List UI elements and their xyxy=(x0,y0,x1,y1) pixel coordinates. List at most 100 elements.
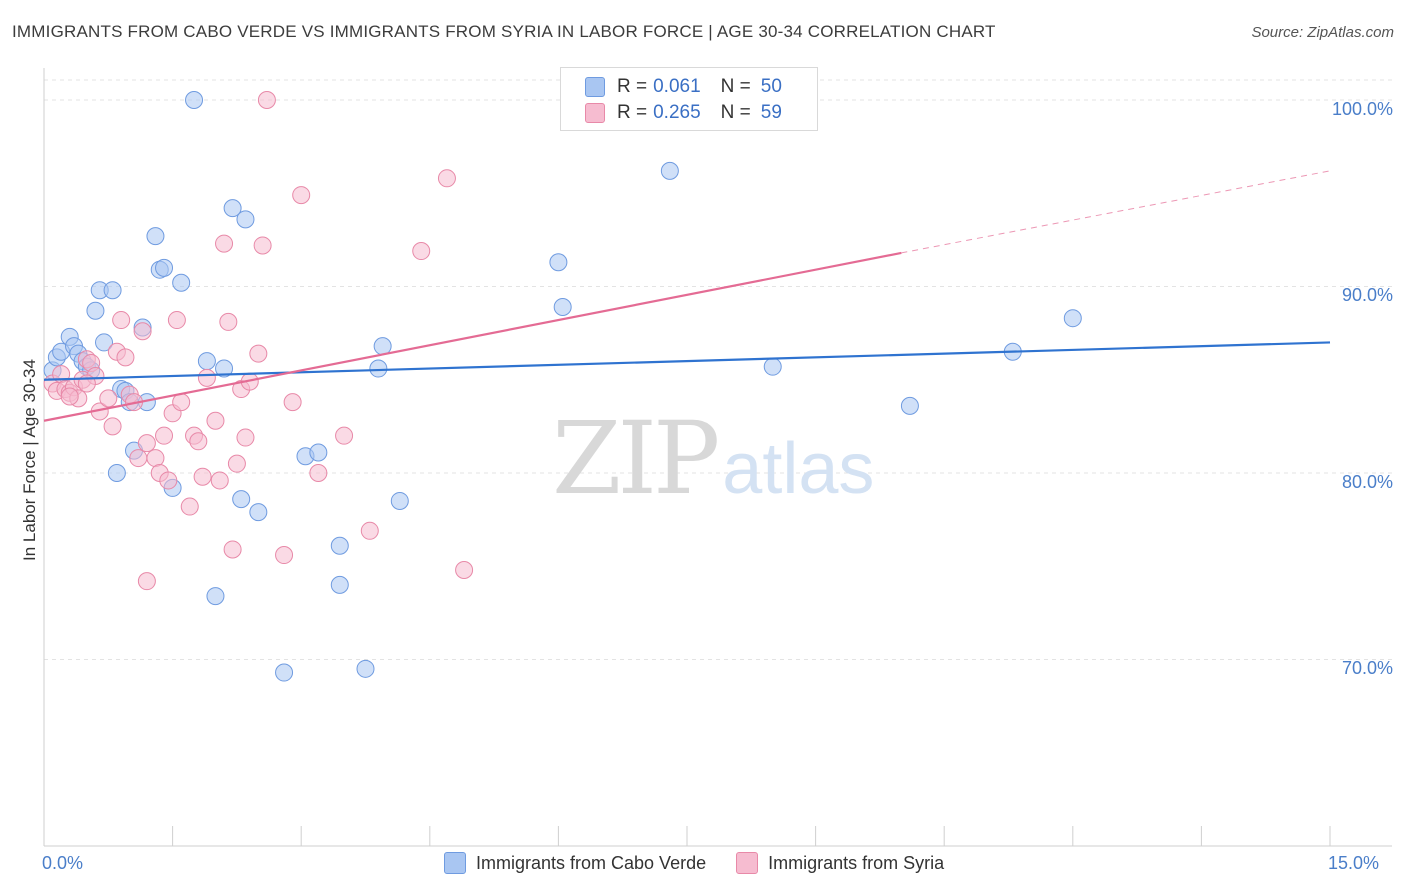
point-cabo-verde xyxy=(107,463,126,482)
point-syria xyxy=(146,449,165,468)
legend-r-label: R = xyxy=(617,76,648,97)
point-cabo-verde xyxy=(215,359,234,378)
point-cabo-verde xyxy=(900,396,919,415)
point-syria xyxy=(309,463,328,482)
point-syria xyxy=(193,467,212,486)
trend-line-syria-extension xyxy=(901,170,1331,254)
legend-n-value: 50 xyxy=(760,76,782,97)
point-syria xyxy=(253,236,272,255)
point-cabo-verde xyxy=(309,443,328,462)
point-syria xyxy=(189,432,208,451)
legend-row-cabo-verde: R = 0.061 N = 50 xyxy=(585,75,782,99)
source-label: Source: ZipAtlas.com xyxy=(1251,24,1394,41)
point-syria xyxy=(129,449,148,468)
data-points xyxy=(43,90,1082,682)
point-cabo-verde xyxy=(660,161,679,180)
point-syria xyxy=(249,344,268,363)
point-syria xyxy=(219,312,238,331)
point-cabo-verde xyxy=(86,301,105,320)
legend-n-label: N = xyxy=(720,102,751,123)
point-syria xyxy=(283,393,302,412)
series-label-cabo-verde: Immigrants from Cabo Verde xyxy=(476,852,707,873)
point-syria xyxy=(155,426,174,445)
legend-r-label: R = xyxy=(617,102,648,123)
point-cabo-verde xyxy=(206,587,225,606)
point-syria xyxy=(133,322,152,341)
point-syria xyxy=(223,540,242,559)
point-syria xyxy=(159,471,178,490)
point-cabo-verde xyxy=(223,199,242,218)
trend-line-cabo-verde xyxy=(43,341,1331,381)
x-tick-label-min: 0.0% xyxy=(42,853,84,873)
point-cabo-verde xyxy=(249,503,268,522)
point-syria xyxy=(360,521,379,540)
y-tick-label: 100.0% xyxy=(1331,98,1393,119)
point-syria xyxy=(197,368,216,387)
point-cabo-verde xyxy=(390,491,409,510)
point-syria xyxy=(437,169,456,188)
point-cabo-verde xyxy=(185,90,204,109)
point-syria xyxy=(210,471,229,490)
point-syria xyxy=(206,411,225,430)
y-tick-label: 80.0% xyxy=(1341,471,1393,492)
point-syria xyxy=(292,186,311,205)
legend-n-label: N = xyxy=(720,76,751,97)
point-cabo-verde xyxy=(103,281,122,300)
point-syria xyxy=(412,242,431,261)
point-cabo-verde xyxy=(549,253,568,272)
point-cabo-verde xyxy=(763,357,782,376)
legend-n-value: 59 xyxy=(760,102,782,123)
point-cabo-verde xyxy=(330,575,349,594)
point-syria xyxy=(112,311,131,330)
point-syria xyxy=(99,389,118,408)
point-cabo-verde xyxy=(275,663,294,682)
point-syria xyxy=(137,434,156,453)
stats-legend: R = 0.061 N = 50 R = 0.265 N = 59 xyxy=(560,67,818,131)
point-syria xyxy=(227,454,246,473)
point-cabo-verde xyxy=(232,490,251,509)
point-syria xyxy=(215,234,234,253)
point-syria xyxy=(167,311,186,330)
grid-lines xyxy=(44,79,1392,660)
y-tick-label: 90.0% xyxy=(1341,285,1393,306)
series-label-syria: Immigrants from Syria xyxy=(768,852,945,873)
point-cabo-verde xyxy=(236,210,255,229)
point-cabo-verde xyxy=(146,227,165,246)
series-legend: Immigrants from Cabo Verde Immigrants fr… xyxy=(444,852,974,874)
point-syria xyxy=(116,348,135,367)
trend-lines xyxy=(43,170,1331,422)
legend-row-syria: R = 0.265 N = 59 xyxy=(585,101,782,125)
legend-r-value: 0.265 xyxy=(653,102,701,123)
point-cabo-verde xyxy=(155,258,174,277)
point-cabo-verde xyxy=(369,359,388,378)
y-axis-title-text: In Labor Force | Age 30-34 xyxy=(20,359,39,561)
series-legend-item-cabo-verde: Immigrants from Cabo Verde xyxy=(444,852,706,874)
point-syria xyxy=(60,387,79,406)
chart-title: IMMIGRANTS FROM CABO VERDE VS IMMIGRANTS… xyxy=(12,22,996,41)
trend-line-syria xyxy=(43,251,902,422)
point-syria xyxy=(257,90,276,109)
point-syria xyxy=(137,572,156,591)
point-syria xyxy=(275,546,294,565)
point-cabo-verde xyxy=(197,352,216,371)
point-syria xyxy=(335,426,354,445)
point-syria xyxy=(180,497,199,516)
y-tick-label: 70.0% xyxy=(1341,658,1393,679)
legend-swatch-cabo-verde xyxy=(585,77,605,97)
point-syria xyxy=(103,417,122,436)
point-cabo-verde xyxy=(330,536,349,555)
series-legend-item-syria: Immigrants from Syria xyxy=(736,852,944,874)
point-syria xyxy=(236,428,255,447)
series-swatch-syria xyxy=(736,852,759,874)
point-syria xyxy=(455,560,474,579)
point-cabo-verde xyxy=(373,337,392,356)
series-swatch-cabo-verde xyxy=(444,852,466,874)
point-cabo-verde xyxy=(356,659,375,678)
point-cabo-verde xyxy=(95,333,114,352)
x-tick-label-max: 15.0% xyxy=(1328,853,1380,873)
point-cabo-verde xyxy=(1063,309,1082,328)
legend-swatch-syria xyxy=(585,103,605,123)
axes xyxy=(43,68,1392,847)
point-cabo-verde xyxy=(553,297,572,316)
